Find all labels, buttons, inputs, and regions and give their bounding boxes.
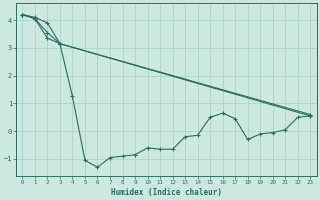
X-axis label: Humidex (Indice chaleur): Humidex (Indice chaleur): [111, 188, 222, 197]
